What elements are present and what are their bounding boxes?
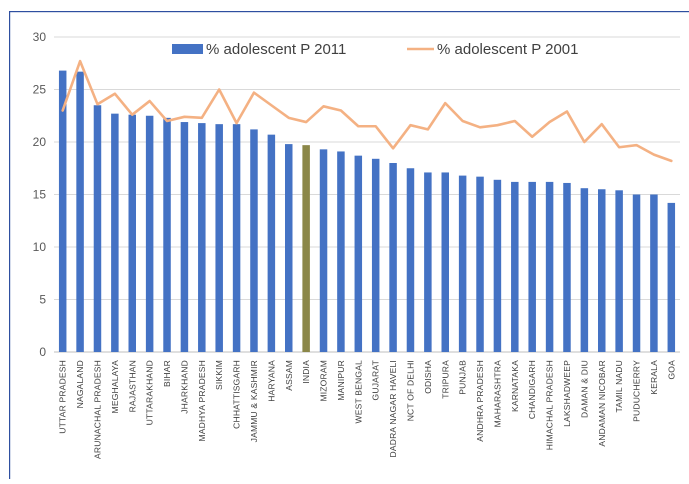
x-category-label-puducherry: PUDUCHERRY bbox=[632, 360, 642, 422]
bar-chandigarh bbox=[528, 181, 536, 352]
x-category-label-nct-of-delhi: NCT OF DELHI bbox=[405, 360, 415, 421]
x-category-label-nagaland: NAGALAND bbox=[75, 360, 85, 408]
x-category-label-andaman-nicobar: ANDAMAN NICOBAR bbox=[597, 360, 607, 447]
x-category-label-jammu-and-kashmir: JAMMU & KASHMIR bbox=[249, 360, 259, 442]
x-category-label-himachal-pradesh: HIMACHAL PRADESH bbox=[545, 360, 555, 450]
x-category-label-meghalaya: MEGHALAYA bbox=[110, 360, 120, 414]
x-category-label-karnataka: KARNATAKA bbox=[510, 360, 520, 412]
bar-rajasthan bbox=[128, 114, 136, 352]
bar-sikkim bbox=[215, 124, 223, 353]
bar-uttarakhand bbox=[145, 115, 154, 352]
frame-border-left bbox=[9, 11, 11, 479]
bar-assam bbox=[285, 144, 293, 352]
line-series bbox=[61, 59, 673, 163]
y-tick-label: 30 bbox=[33, 30, 47, 44]
bar-dadra-nagar-haveli bbox=[389, 163, 397, 352]
bar-west-bengal bbox=[354, 155, 363, 352]
bar-mizoram bbox=[319, 149, 328, 352]
grid-lines bbox=[54, 36, 680, 353]
y-tick-label: 15 bbox=[33, 188, 47, 202]
bar-india bbox=[302, 145, 310, 352]
x-category-label-tamil-nadu: TAMIL NADU bbox=[614, 360, 624, 413]
x-category-label-rajasthan: RAJASTHAN bbox=[127, 360, 137, 412]
x-category-label-chandigarh: CHANDIGARH bbox=[527, 360, 537, 419]
x-category-label-uttarakhand: UTTARAKHAND bbox=[145, 360, 155, 425]
bar-daman-and-diu bbox=[580, 188, 589, 352]
bar-meghalaya bbox=[111, 113, 119, 353]
y-tick-label: 5 bbox=[39, 293, 46, 307]
bar-lakshadweep bbox=[563, 182, 571, 352]
bar-gujarat bbox=[371, 158, 380, 352]
bar-maharashtra bbox=[493, 179, 502, 352]
x-category-label-sikkim: SIKKIM bbox=[214, 360, 224, 390]
bar-andaman-nicobar bbox=[598, 189, 606, 352]
x-category-label-west-bengal: WEST BENGAL bbox=[353, 360, 363, 424]
bar-karnataka bbox=[511, 181, 519, 352]
y-axis-tick-labels: 0 5 10 15 20 25 30 bbox=[33, 30, 47, 359]
legend-line-label: % adolescent P 2001 bbox=[437, 41, 579, 58]
bar-goa bbox=[667, 202, 676, 352]
x-category-label-andhra-pradesh: ANDHRA PRADESH bbox=[475, 360, 485, 442]
x-category-label-kerala: KERALA bbox=[649, 360, 659, 395]
y-tick-label: 25 bbox=[33, 83, 47, 97]
x-category-label-chhattisgarh: CHHATTISGARH bbox=[232, 360, 242, 429]
bar-tripura bbox=[441, 172, 449, 352]
x-category-label-bihar: BIHAR bbox=[162, 360, 172, 387]
bar-himachal-pradesh bbox=[545, 181, 554, 352]
bar-uttar-pradesh bbox=[58, 70, 67, 352]
bar-madhya-pradesh bbox=[198, 123, 206, 352]
x-category-label-assam: ASSAM bbox=[284, 360, 294, 391]
legend: % adolescent P 2011 % adolescent P 2001 bbox=[172, 41, 579, 58]
x-category-label-tripura: TRIPURA bbox=[440, 360, 450, 399]
bar-arunachal-pradesh bbox=[93, 105, 102, 352]
bar-series bbox=[58, 70, 676, 353]
frame-border-top bbox=[9, 11, 689, 13]
x-category-label-arunachal-pradesh: ARUNACHAL PRADESH bbox=[92, 360, 102, 459]
x-category-label-madhya-pradesh: MADHYA PRADESH bbox=[197, 360, 207, 442]
x-category-label-mizoram: MIZORAM bbox=[319, 360, 329, 402]
x-category-label-haryana: HARYANA bbox=[266, 360, 276, 402]
y-tick-label: 20 bbox=[33, 135, 47, 149]
legend-bar-swatch bbox=[172, 44, 203, 54]
bar-kerala bbox=[650, 194, 658, 352]
bar-tamil-nadu bbox=[615, 190, 623, 352]
bar-chhattisgarh bbox=[232, 124, 241, 353]
y-tick-label: 10 bbox=[33, 240, 47, 254]
bar-punjab bbox=[458, 175, 467, 352]
line-2001 bbox=[61, 59, 673, 163]
legend-bar-label: % adolescent P 2011 bbox=[206, 41, 346, 58]
x-category-label-gujarat: GUJARAT bbox=[371, 360, 381, 400]
bar-nagaland bbox=[76, 71, 84, 353]
x-category-label-daman-and-diu: DAMAN & DIU bbox=[579, 360, 589, 418]
x-category-label-dadra-nagar-haveli: DADRA NAGAR HAVELI bbox=[388, 360, 398, 457]
bar-odisha bbox=[424, 172, 432, 352]
bar-jharkhand bbox=[180, 122, 189, 352]
x-category-label-india: INDIA bbox=[301, 360, 311, 384]
x-category-label-goa: GOA bbox=[666, 360, 676, 380]
x-category-label-uttar-pradesh: UTTAR PRADESH bbox=[58, 360, 68, 434]
x-axis-category-labels: UTTAR PRADESH NAGALAND ARUNACHAL PRADESH ME… bbox=[58, 360, 677, 459]
bar-jammu-and-kashmir bbox=[250, 129, 258, 352]
x-category-label-lakshadweep: LAKSHADWEEP bbox=[562, 360, 572, 427]
x-category-label-jharkhand: JHARKHAND bbox=[179, 360, 189, 414]
bar-bihar bbox=[163, 117, 171, 352]
bar-nct-of-delhi bbox=[406, 168, 415, 352]
bar-andhra-pradesh bbox=[476, 176, 484, 352]
x-category-label-manipur: MANIPUR bbox=[336, 360, 346, 401]
x-category-label-punjab: PUNJAB bbox=[458, 360, 468, 395]
x-category-label-maharashtra: MAHARASHTRA bbox=[492, 360, 502, 428]
bar-haryana bbox=[267, 134, 276, 352]
bar-puducherry bbox=[632, 194, 641, 352]
bar-manipur bbox=[337, 151, 345, 352]
x-category-label-odisha: ODISHA bbox=[423, 360, 433, 394]
y-tick-label: 0 bbox=[39, 345, 46, 359]
